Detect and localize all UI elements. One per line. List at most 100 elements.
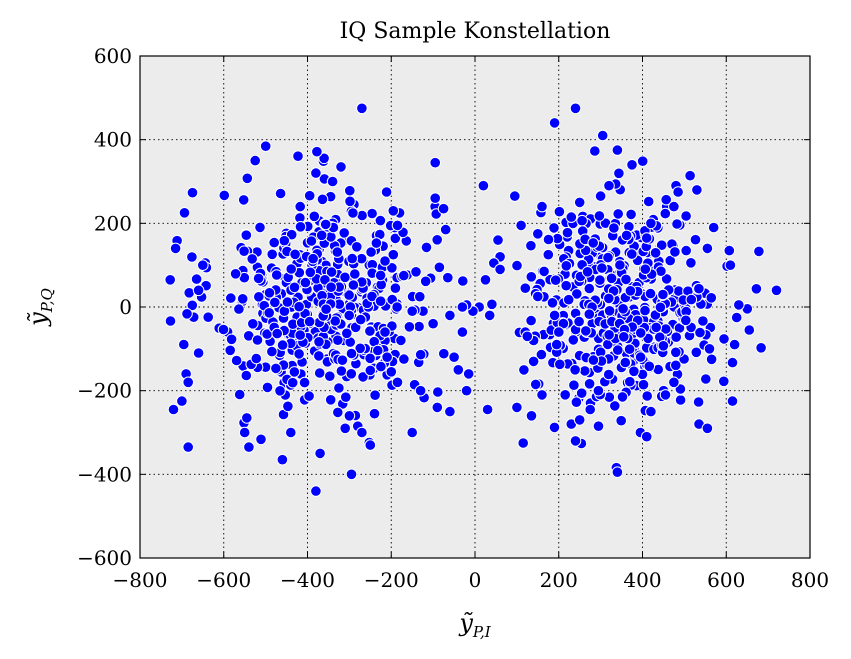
data-point	[293, 348, 305, 360]
data-point	[374, 295, 387, 308]
data-point	[240, 229, 253, 241]
data-point	[186, 299, 199, 312]
data-point	[626, 248, 638, 260]
data-point	[439, 223, 452, 236]
data-point	[349, 268, 361, 280]
data-point	[581, 266, 594, 278]
data-point	[579, 365, 591, 377]
data-point	[338, 227, 351, 239]
data-point	[549, 274, 562, 287]
data-point	[639, 263, 652, 276]
y-tick-label: 0	[119, 295, 132, 319]
data-point	[718, 375, 730, 388]
data-point	[263, 287, 276, 299]
data-point	[364, 352, 376, 365]
data-point	[611, 144, 624, 156]
data-point	[442, 271, 454, 284]
data-point	[303, 390, 315, 402]
data-point	[640, 232, 653, 244]
data-point	[250, 352, 263, 365]
data-point	[406, 426, 419, 439]
data-point	[536, 389, 548, 401]
data-point	[483, 309, 496, 322]
data-point	[602, 251, 614, 264]
data-point	[379, 326, 391, 338]
data-point	[274, 385, 286, 397]
data-point	[535, 348, 548, 361]
data-point	[186, 186, 199, 199]
data-point	[743, 324, 756, 336]
data-point	[339, 271, 351, 284]
data-point	[479, 274, 492, 286]
data-point	[525, 271, 538, 283]
data-point	[429, 156, 442, 169]
data-point	[573, 315, 585, 328]
data-point	[664, 254, 677, 267]
data-point	[613, 167, 625, 180]
data-point	[329, 315, 342, 327]
data-point	[233, 388, 246, 401]
data-point	[364, 364, 377, 377]
data-point	[403, 321, 416, 333]
data-point	[634, 351, 647, 363]
data-point	[304, 266, 317, 279]
data-point	[299, 276, 312, 289]
data-point	[316, 193, 329, 206]
data-point	[307, 252, 319, 265]
data-point	[164, 274, 176, 286]
y-tick-label: 200	[94, 211, 132, 235]
data-point	[236, 293, 249, 305]
data-point	[414, 348, 427, 361]
data-point	[700, 373, 712, 385]
data-point	[315, 229, 328, 242]
data-point	[313, 336, 325, 348]
data-point	[573, 196, 586, 209]
data-point	[618, 331, 630, 343]
data-point	[620, 273, 632, 286]
data-point	[569, 102, 582, 115]
data-point	[576, 214, 588, 227]
data-point	[672, 186, 684, 198]
data-point	[634, 327, 647, 339]
data-point	[685, 257, 697, 269]
data-point	[202, 311, 214, 324]
data-point	[303, 189, 316, 202]
data-point	[281, 296, 294, 308]
data-point	[345, 347, 358, 360]
data-point	[344, 195, 356, 208]
data-point	[433, 261, 446, 274]
x-tick-label: −600	[196, 568, 251, 592]
data-point	[561, 226, 574, 239]
data-point	[241, 172, 254, 185]
data-point	[525, 314, 537, 327]
data-point	[628, 365, 640, 378]
data-point	[568, 379, 580, 392]
data-point	[770, 284, 783, 297]
data-point	[176, 395, 188, 407]
data-point	[178, 207, 191, 219]
data-point	[331, 246, 344, 258]
data-point	[293, 300, 305, 313]
data-point	[668, 376, 680, 389]
data-point	[266, 248, 279, 261]
data-point	[596, 129, 609, 142]
data-point	[726, 356, 739, 369]
data-point	[259, 140, 272, 152]
data-point	[693, 282, 705, 295]
data-point	[680, 314, 692, 327]
data-point	[347, 279, 360, 291]
data-point	[705, 353, 718, 366]
data-point	[366, 207, 378, 220]
data-point	[623, 343, 636, 356]
data-point	[494, 263, 506, 276]
data-point	[374, 214, 387, 227]
x-tick-label: 400	[623, 568, 661, 592]
data-point	[380, 186, 393, 198]
data-point	[270, 269, 283, 281]
data-point	[294, 329, 307, 341]
data-point	[391, 219, 404, 232]
data-point	[639, 304, 651, 317]
data-point	[276, 339, 289, 351]
data-point	[680, 244, 693, 257]
data-point	[444, 309, 456, 322]
